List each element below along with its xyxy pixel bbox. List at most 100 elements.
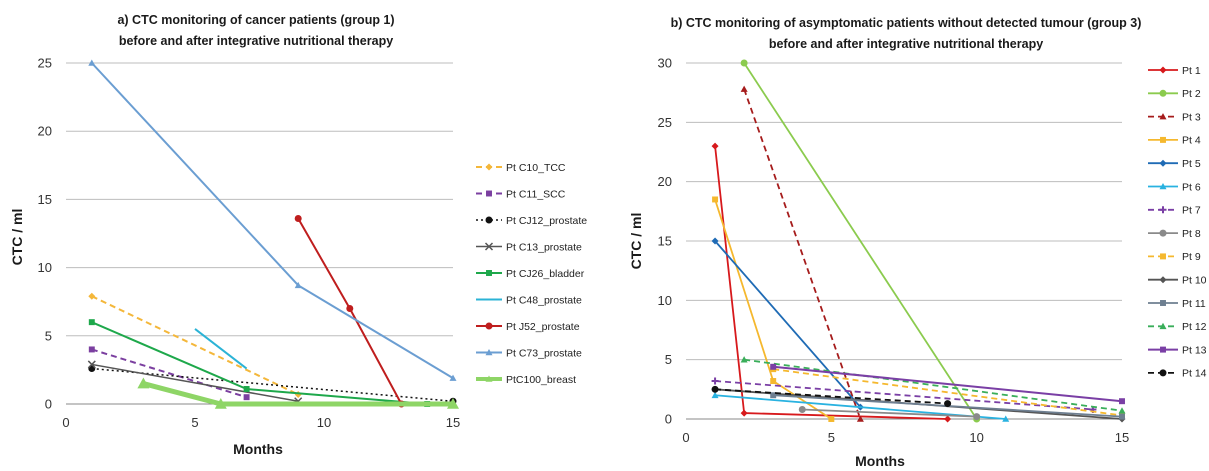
chart-a-x-tick-label: 5 <box>191 415 198 430</box>
chart-b-data-point <box>740 59 748 67</box>
chart-a-y-tick-label: 0 <box>45 397 52 412</box>
chart-b-y-tick-label: 15 <box>658 234 672 249</box>
chart-a-legend-item: Pt C11_SCC <box>476 188 566 200</box>
chart-a-legend-label: Pt C73_prostate <box>506 347 582 359</box>
chart-b-legend-item: Pt 2 <box>1148 88 1201 100</box>
chart-b-legend-label: Pt 8 <box>1182 228 1201 240</box>
chart-b-y-tick-label: 25 <box>658 115 672 130</box>
chart-b: b) CTC monitoring of asymptomatic patien… <box>628 16 1207 469</box>
chart-b-legend-label: Pt 1 <box>1182 65 1201 77</box>
chart-b-legend-marker <box>1159 66 1167 74</box>
chart-a-legend-marker <box>485 322 493 330</box>
chart-b-data-point <box>798 406 806 414</box>
chart-a-legend-marker <box>485 163 493 171</box>
chart-b-legend-item: Pt 8 <box>1148 228 1201 240</box>
chart-a-y-tick-label: 5 <box>45 328 52 343</box>
chart-b-legend-marker <box>1159 369 1167 377</box>
chart-b-legend-marker <box>1160 136 1166 143</box>
chart-b-legend-item: Pt 7 <box>1148 205 1201 217</box>
chart-b-title-line-2: before and after integrative nutritional… <box>769 37 1043 51</box>
chart-a-legend-label: Pt C13_prostate <box>506 241 582 253</box>
chart-b-series-line <box>715 388 948 405</box>
chart-b-series-line <box>743 88 862 420</box>
chart-b-x-tick-label: 10 <box>969 430 983 445</box>
chart-a-data-point <box>449 374 457 381</box>
chart-a-legend-item: Pt C73_prostate <box>476 347 582 359</box>
chart-b-data-point <box>711 377 719 385</box>
chart-a-series-line <box>91 295 299 396</box>
chart-b-legend-marker <box>1159 276 1167 284</box>
chart-a-legend-label: Pt CJ26_bladder <box>506 268 585 280</box>
chart-b-series-line <box>802 408 977 418</box>
chart-b-series-7 <box>711 377 1097 414</box>
chart-a-data-point <box>214 398 227 409</box>
chart-a-x-tick-label: 15 <box>446 415 460 430</box>
chart-b-legend-item: Pt 6 <box>1148 181 1201 193</box>
chart-b-legend-marker <box>1159 159 1167 167</box>
chart-b-legend-label: Pt 13 <box>1182 344 1207 356</box>
chart-b-legend-label: Pt 10 <box>1182 275 1207 287</box>
chart-b-legend-marker <box>1159 89 1167 97</box>
chart-a-title-line-2: before and after integrative nutritional… <box>119 34 393 48</box>
chart-a-plot-area: 0 5 10 15 20 25 0 5 10 15 <box>38 56 461 431</box>
chart-b-x-tick-label: 5 <box>828 430 835 445</box>
chart-b-series-8 <box>798 406 981 421</box>
chart-a-series-6 <box>194 328 248 370</box>
chart-b-y-axis-title: CTC / ml <box>628 213 644 270</box>
chart-a-legend: Pt C10_TCC Pt C11_SCC Pt CJ12_prostate Pt C… <box>476 162 587 386</box>
chart-a-data-point <box>87 360 96 369</box>
chart-b-series-4 <box>712 196 835 422</box>
chart-b-data-point <box>740 85 748 92</box>
chart-b-legend-item: Pt 14 <box>1148 368 1207 380</box>
chart-a-series-line <box>91 348 247 399</box>
chart-a-legend-item: Pt C10_TCC <box>476 162 566 174</box>
chart-b-data-point <box>1118 407 1126 414</box>
chart-a-legend-marker <box>485 349 493 356</box>
chart-a-y-tick-label: 10 <box>38 260 52 275</box>
chart-a-legend-label: Pt C48_prostate <box>506 294 582 306</box>
chart-b-legend-item: Pt 1 <box>1148 65 1201 77</box>
chart-b-x-tick-label: 0 <box>682 430 689 445</box>
chart-b-plot-area: 0 5 10 15 20 25 30 0 5 10 15 <box>658 56 1130 446</box>
chart-b-title-line-1: b) CTC monitoring of asymptomatic patien… <box>671 16 1142 30</box>
chart-b-series-line <box>714 145 948 420</box>
chart-a-y-tick-label: 25 <box>38 56 52 71</box>
chart-a-legend-marker <box>485 216 493 224</box>
chart-b-legend-item: Pt 13 <box>1148 344 1207 356</box>
chart-a-y-tick-label: 15 <box>38 192 52 207</box>
chart-a-legend-item: PtC100_breast <box>476 374 576 386</box>
chart-b-legend-label: Pt 7 <box>1182 205 1201 217</box>
chart-b-series-line <box>773 368 1123 417</box>
chart-a-data-point <box>294 281 302 289</box>
chart-b-data-point <box>1119 398 1125 405</box>
chart-b-data-point <box>944 400 952 408</box>
chart-b-x-tick-label: 15 <box>1115 430 1129 445</box>
chart-b-legend-item: Pt 10 <box>1148 275 1207 287</box>
chart-b-y-tick-label: 10 <box>658 293 672 308</box>
chart-a-legend-label: PtC100_breast <box>506 374 576 386</box>
chart-a-legend-marker <box>486 190 492 197</box>
chart-b-series-line <box>773 365 1123 403</box>
chart-b-legend-item: Pt 11 <box>1148 298 1206 310</box>
chart-a-series-2 <box>88 346 250 401</box>
chart-b-series-1 <box>711 142 952 423</box>
chart-b-data-point <box>944 415 952 423</box>
chart-b-legend-item: Pt 4 <box>1148 135 1201 147</box>
chart-b-y-tick-label: 30 <box>658 56 672 71</box>
chart-b-legend-marker <box>1160 300 1166 306</box>
chart-a-legend-item: Pt C13_prostate <box>476 241 582 253</box>
chart-b-y-tick-label: 0 <box>665 412 672 427</box>
chart-b-series-line <box>714 380 1094 411</box>
chart-a-data-point <box>137 377 150 389</box>
chart-a: a) CTC monitoring of cancer patients (gr… <box>9 13 587 457</box>
chart-b-data-point <box>711 237 719 245</box>
chart-b-data-point <box>1119 413 1125 420</box>
chart-b-data-point <box>712 196 719 203</box>
chart-b-legend-label: Pt 5 <box>1182 158 1201 170</box>
chart-b-series-13 <box>770 363 1125 405</box>
chart-a-series-line <box>194 328 248 370</box>
chart-b-series-14 <box>711 385 952 408</box>
chart-b-series-line <box>714 240 862 408</box>
chart-a-series-line <box>91 363 299 403</box>
chart-b-legend-item: Pt 3 <box>1148 111 1201 123</box>
